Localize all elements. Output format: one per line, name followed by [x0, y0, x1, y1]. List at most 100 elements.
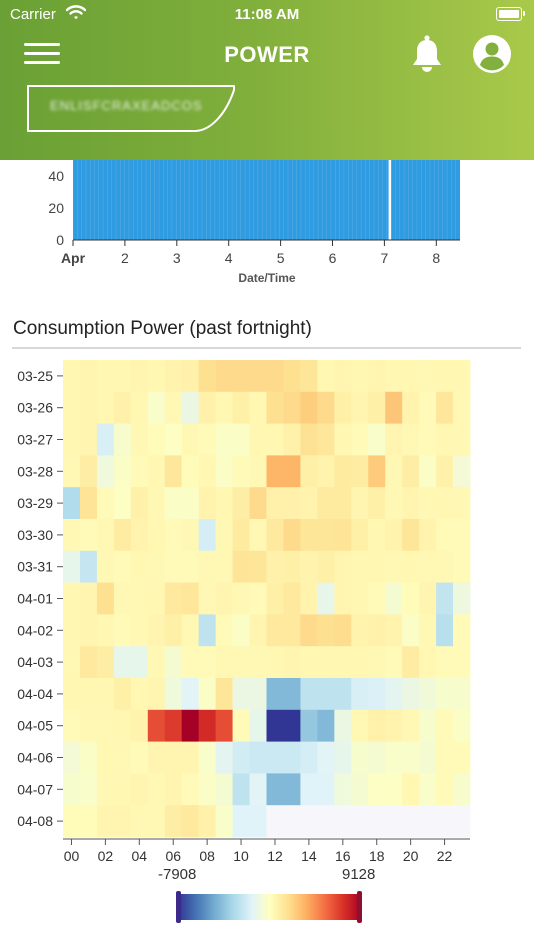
- heatmap-cell: [453, 646, 471, 679]
- heatmap-cell: [96, 678, 115, 711]
- heatmap-cell: [79, 550, 98, 583]
- heatmap-cell: [181, 741, 200, 774]
- heatmap-cell: [181, 582, 200, 615]
- heatmap-cell: [300, 773, 318, 806]
- heatmap-cell: [164, 519, 183, 552]
- heatmap-cell: [147, 773, 166, 806]
- heatmap-cell: [232, 391, 250, 424]
- heatmap-cell: [368, 487, 386, 520]
- heatmap-cell: [334, 678, 352, 711]
- heatmap-cell: [164, 646, 183, 679]
- heatmap-cell: [300, 805, 318, 838]
- carrier-label: Carrier: [10, 6, 56, 23]
- heatmap-cell: [232, 614, 250, 647]
- heatmap-cell: [385, 582, 403, 615]
- site-name: ENLISFCRAXEADCOS: [50, 98, 203, 113]
- row-label: 04-03: [17, 654, 53, 670]
- heatmap-cell: [147, 741, 166, 774]
- heatmap-cell: [96, 550, 115, 583]
- heatmap-cell: [113, 805, 132, 838]
- heatmap-cell: [334, 360, 352, 393]
- heatmap-cell: [385, 646, 403, 679]
- heatmap-cell: [198, 519, 217, 552]
- heatmap-cell: [79, 678, 98, 711]
- heatmap-cell: [130, 773, 149, 806]
- heatmap-cell: [232, 423, 250, 456]
- heatmap-cell: [198, 391, 217, 424]
- heatmap-cell: [215, 550, 233, 583]
- heatmap-cell: [317, 391, 335, 424]
- heatmap-cell: [351, 519, 369, 552]
- heatmap-cell: [453, 423, 471, 456]
- heatmap-cell: [63, 805, 81, 838]
- row-label: 04-06: [17, 750, 53, 766]
- heatmap-cell: [453, 455, 471, 488]
- heatmap-cell: [198, 582, 217, 615]
- heatmap-cell: [300, 455, 318, 488]
- heatmap-cell: [130, 646, 149, 679]
- row-label: 03-26: [17, 400, 53, 416]
- heatmap-cell: [63, 709, 81, 742]
- heatmap-cell: [79, 646, 98, 679]
- heatmap-cell: [198, 709, 217, 742]
- heatmap-cell: [385, 773, 403, 806]
- heatmap-cell: [198, 550, 217, 583]
- heatmap-cell: [215, 519, 233, 552]
- heatmap-cell: [130, 391, 149, 424]
- heatmap-cell: [63, 773, 81, 806]
- heatmap-cell: [215, 805, 233, 838]
- user-icon[interactable]: [472, 34, 512, 79]
- heatmap-cell: [419, 678, 437, 711]
- heatmap-cell: [436, 455, 454, 488]
- heatmap-cell: [96, 741, 115, 774]
- heatmap-cell: [334, 805, 352, 838]
- heatmap-cell: [436, 773, 454, 806]
- heatmap-cell: [232, 487, 250, 520]
- heatmap-cell: [249, 709, 267, 742]
- heatmap-cell: [63, 678, 81, 711]
- heatmap-cell: [164, 773, 183, 806]
- heatmap-cell: [368, 741, 386, 774]
- heatmap-cell: [283, 519, 301, 552]
- heatmap-cell: [419, 550, 437, 583]
- heatmap-cell: [436, 582, 454, 615]
- heatmap-cell: [79, 360, 98, 393]
- heatmap-cell: [249, 773, 267, 806]
- heatmap-cell: [113, 773, 132, 806]
- battery-icon: [496, 7, 525, 21]
- heatmap-cell: [147, 614, 166, 647]
- heatmap-cell: [453, 805, 471, 838]
- hamburger-icon[interactable]: [24, 43, 60, 65]
- site-selector[interactable]: ENLISFCRAXEADCOS: [26, 84, 236, 132]
- heatmap-cell: [215, 773, 233, 806]
- heatmap-cell: [402, 423, 420, 456]
- heatmap-cell: [181, 487, 200, 520]
- heatmap-cell: [266, 773, 284, 806]
- heatmap-cell: [181, 614, 200, 647]
- row-label: 03-25: [17, 368, 53, 384]
- status-bar: Carrier 11:08 AM: [0, 0, 534, 30]
- heatmap-cell: [113, 678, 132, 711]
- heatmap-cell: [232, 741, 250, 774]
- heatmap-cell: [385, 741, 403, 774]
- heatmap-cell: [385, 487, 403, 520]
- heatmap-cell: [249, 805, 267, 838]
- heatmap-cell: [113, 519, 132, 552]
- heatmap-cell: [215, 360, 233, 393]
- heatmap-cell: [402, 709, 420, 742]
- range-handle-min[interactable]: [176, 891, 181, 923]
- heatmap-cell: [215, 391, 233, 424]
- heatmap-cell: [266, 678, 284, 711]
- heatmap-cell: [385, 709, 403, 742]
- color-scale-legend: -7908 9128: [0, 862, 534, 942]
- heatmap-cell: [436, 391, 454, 424]
- bell-icon[interactable]: [410, 34, 444, 79]
- heatmap-cell: [232, 455, 250, 488]
- heatmap-cell: [317, 646, 335, 679]
- heatmap-cell: [283, 360, 301, 393]
- heatmap-cell: [79, 423, 98, 456]
- heatmap-cell: [436, 423, 454, 456]
- range-handle-max[interactable]: [357, 891, 362, 923]
- heatmap-cell: [215, 709, 233, 742]
- heatmap-cell: [79, 773, 98, 806]
